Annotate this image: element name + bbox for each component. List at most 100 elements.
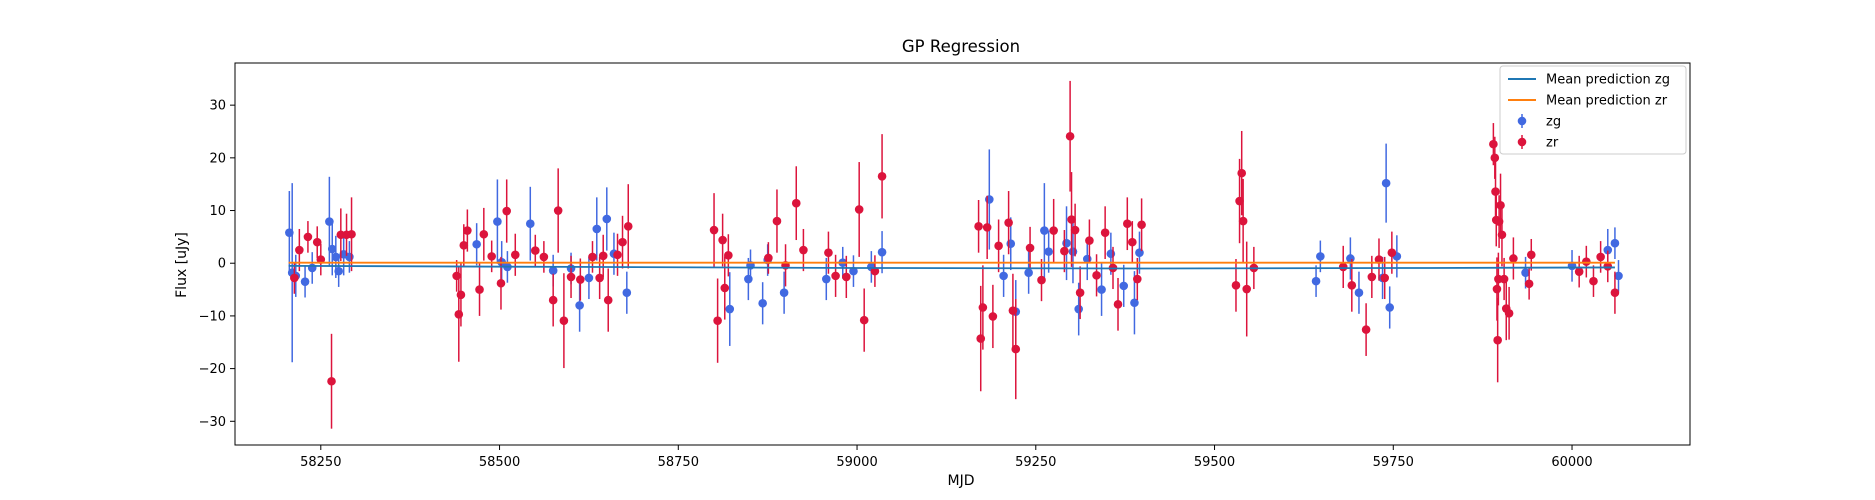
- zr-point-9: [452, 271, 461, 281]
- zr-point-49: [870, 266, 880, 276]
- zr-point-38: [724, 251, 733, 260]
- zg-point-24: [725, 304, 735, 314]
- zr-point-94: [1492, 284, 1502, 294]
- zg-point-30: [821, 274, 831, 284]
- zg-point-53: [1346, 254, 1355, 263]
- zg-point-61: [1603, 245, 1613, 255]
- legend-label-line-0: Mean prediction zg: [1546, 73, 1670, 88]
- zr-point-88: [1380, 273, 1390, 283]
- x-tick-label-7: 60000: [1551, 455, 1592, 470]
- zr-point-28: [595, 273, 604, 283]
- zr-point-43: [799, 245, 808, 255]
- zr-point-102: [1504, 308, 1514, 318]
- zr-point-105: [1526, 250, 1536, 260]
- x-tick-label-4: 59250: [1015, 455, 1056, 470]
- zr-point-111: [1610, 288, 1620, 298]
- zr-point-77: [1231, 281, 1241, 290]
- zr-point-110: [1603, 262, 1613, 271]
- zr-point-13: [463, 226, 472, 235]
- y-tick-label-4: 10: [209, 204, 226, 219]
- zr-point-84: [1347, 281, 1357, 290]
- zg-point-25: [744, 274, 753, 284]
- zr-point-27: [588, 252, 597, 262]
- zg-point-52: [1316, 252, 1325, 261]
- legend: Mean prediction zg Mean prediction zr zg zr: [1499, 65, 1687, 155]
- zr-point-64: [1065, 131, 1075, 141]
- zr-point-46: [842, 272, 851, 282]
- zr-point-56: [994, 241, 1003, 251]
- zg-point-36: [999, 271, 1008, 281]
- zr-point-74: [1128, 237, 1137, 247]
- zr-point-79: [1237, 168, 1247, 178]
- zg-point-43: [1068, 247, 1078, 256]
- zr-point-4: [316, 255, 326, 264]
- zr-point-75: [1133, 274, 1142, 284]
- legend-box: [1499, 65, 1687, 155]
- legend-marker-zg: [1517, 116, 1527, 126]
- chart-title: GP Regression: [902, 37, 1020, 56]
- zg-point-29: [779, 288, 789, 298]
- zg-point-51: [1311, 276, 1321, 286]
- zr-point-3: [312, 237, 322, 247]
- zg-point-46: [1097, 285, 1106, 294]
- zr-point-81: [1242, 284, 1252, 294]
- zg-point-11: [472, 239, 481, 249]
- zg-point-12: [493, 217, 502, 226]
- zr-point-44: [824, 248, 833, 257]
- x-tick-label-1: 58500: [479, 455, 520, 470]
- zr-point-25: [566, 272, 576, 282]
- zg-point-3: [300, 277, 310, 286]
- zr-point-36: [718, 235, 727, 245]
- zr-point-29: [598, 251, 608, 261]
- zr-point-65: [1067, 215, 1076, 224]
- zr-point-99: [1497, 230, 1507, 240]
- zr-point-69: [1092, 271, 1101, 280]
- zg-point-49: [1130, 298, 1139, 308]
- zr-point-55: [988, 312, 998, 321]
- plot-area: 58250 58500 58750 59000 59250 59500 59750 60000…: [199, 62, 1691, 470]
- zr-point-92: [1491, 187, 1500, 196]
- legend-label-zr: zr: [1546, 136, 1559, 151]
- x-tick-label-6: 59750: [1373, 455, 1414, 470]
- zr-point-5: [327, 376, 336, 386]
- legend-label-line-1: Mean prediction zr: [1546, 94, 1668, 109]
- zr-point-72: [1113, 300, 1123, 309]
- zr-point-17: [496, 278, 506, 288]
- zr-point-19: [510, 250, 520, 260]
- zg-point-35: [985, 195, 994, 204]
- x-tick-label-3: 59000: [836, 455, 877, 470]
- series-zg: [285, 143, 1623, 363]
- zg-point-34: [877, 247, 887, 257]
- zg-point-15: [525, 219, 535, 229]
- zr-point-39: [764, 253, 773, 263]
- zr-point-52: [976, 334, 986, 343]
- zr-point-11: [456, 290, 466, 300]
- zr-point-34: [709, 225, 719, 235]
- zg-point-21: [602, 214, 612, 224]
- zg-point-39: [1024, 268, 1033, 278]
- zg-point-6: [327, 244, 337, 254]
- zr-point-10: [454, 310, 464, 319]
- zr-point-108: [1589, 276, 1598, 286]
- zg-point-48: [1119, 281, 1129, 291]
- mean-line-zg: [288, 264, 1615, 270]
- zr-point-106: [1574, 267, 1584, 276]
- zr-point-45: [831, 271, 840, 281]
- zr-point-33: [623, 222, 633, 231]
- zr-point-48: [859, 315, 869, 325]
- zr-point-26: [576, 275, 585, 284]
- zr-point-70: [1100, 228, 1110, 237]
- zr-point-22: [548, 295, 558, 305]
- zg-point-16: [548, 266, 558, 275]
- zr-point-63: [1060, 246, 1069, 256]
- zr-point-91: [1490, 153, 1500, 163]
- zr-point-76: [1137, 220, 1146, 230]
- zg-point-19: [584, 273, 594, 283]
- zr-point-21: [539, 252, 549, 262]
- zr-point-103: [1509, 254, 1518, 263]
- zg-point-56: [1381, 178, 1391, 188]
- zr-point-59: [1011, 344, 1021, 354]
- legend-marker-zr: [1517, 137, 1527, 147]
- zg-point-41: [1044, 247, 1053, 256]
